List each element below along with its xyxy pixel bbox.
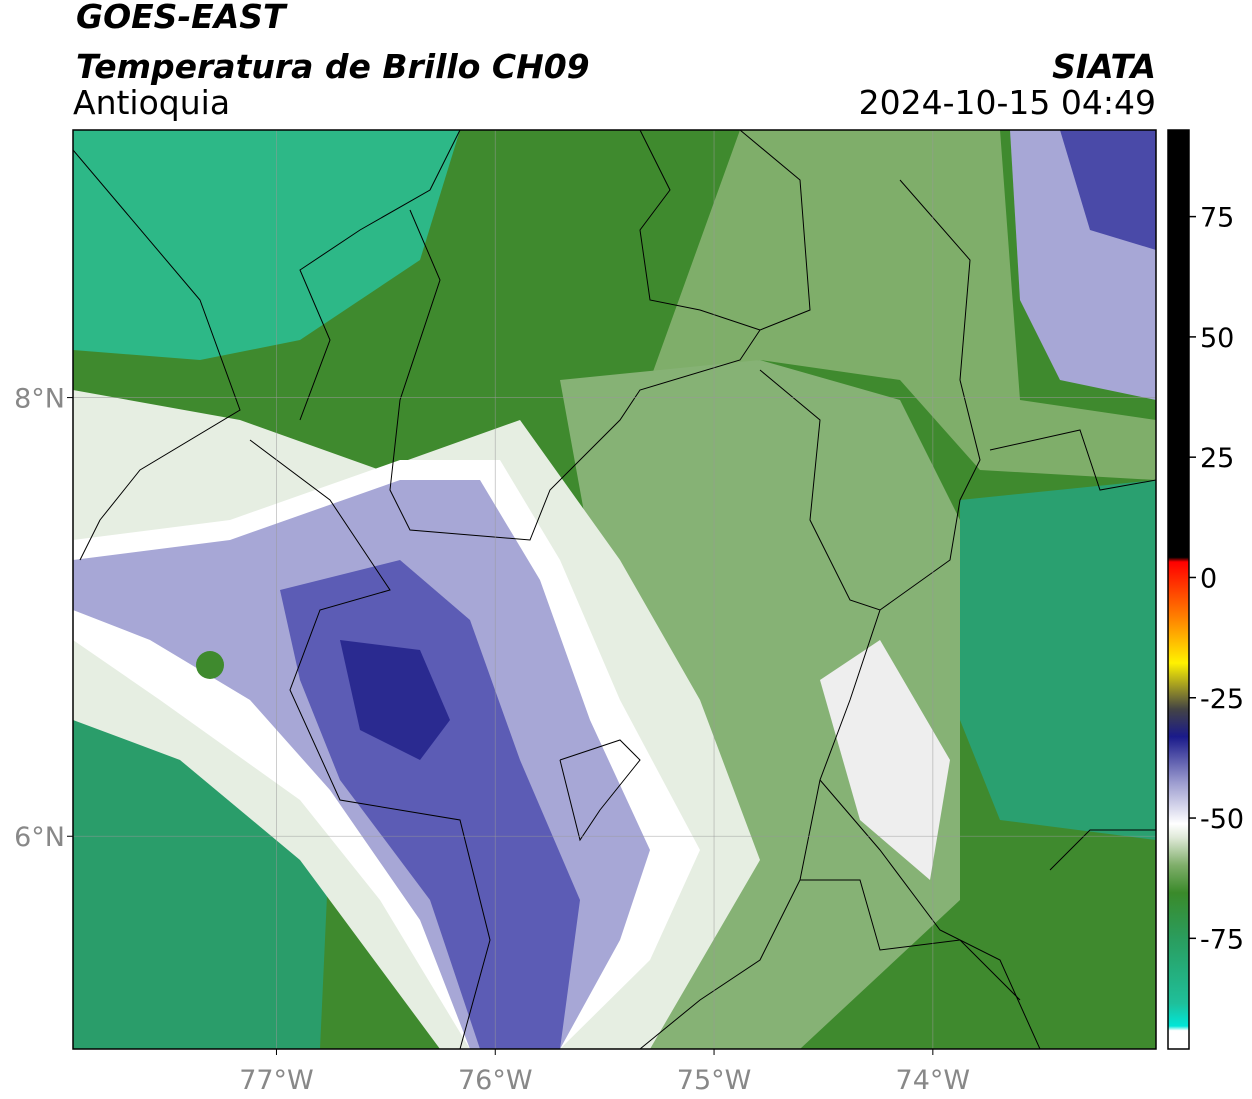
title: GOES-EAST bbox=[76, 0, 288, 36]
colorbar bbox=[1167, 129, 1190, 1050]
map-frame bbox=[72, 129, 1157, 1050]
y-tick-label: 8°N bbox=[14, 384, 65, 415]
source: SIATA bbox=[1052, 47, 1156, 86]
colorbar-label: -75 bbox=[1200, 924, 1244, 955]
map-image bbox=[73, 130, 1156, 1049]
colorbar-label: -50 bbox=[1200, 804, 1244, 835]
x-tick-label: 74°W bbox=[896, 1065, 971, 1096]
colorbar-label: -25 bbox=[1200, 684, 1244, 715]
colorbar-label: 75 bbox=[1200, 203, 1234, 234]
subtitle: Temperatura de Brillo CH09 bbox=[76, 47, 590, 86]
x-tick-label: 75°W bbox=[677, 1065, 752, 1096]
x-tick-label: 77°W bbox=[239, 1065, 314, 1096]
colorbar-label: 0 bbox=[1200, 563, 1217, 594]
colorbar-label: 25 bbox=[1200, 443, 1234, 474]
graticule bbox=[73, 130, 1156, 1049]
x-tick-label: 76°W bbox=[458, 1065, 533, 1096]
region: Antioquia bbox=[73, 83, 230, 122]
colorbar-label: 50 bbox=[1200, 323, 1234, 354]
y-tick-label: 6°N bbox=[14, 822, 65, 853]
datetime: 2024-10-15 04:49 bbox=[859, 83, 1156, 122]
